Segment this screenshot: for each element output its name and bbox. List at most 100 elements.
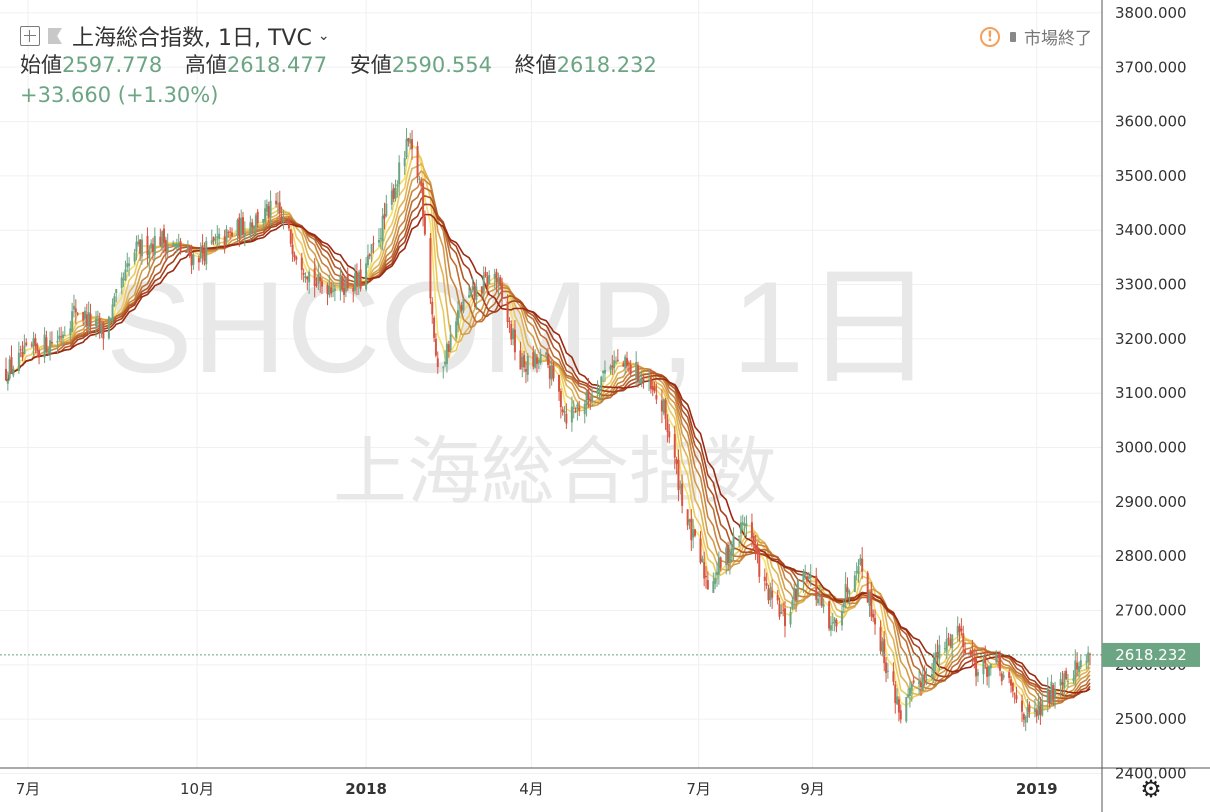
candle xyxy=(651,379,654,397)
candle xyxy=(754,534,757,560)
candle xyxy=(36,342,39,358)
candle xyxy=(693,529,696,538)
candle xyxy=(377,228,380,247)
candle xyxy=(379,228,382,250)
gear-icon[interactable]: ⚙ xyxy=(1140,775,1162,803)
candle xyxy=(552,361,555,382)
candle xyxy=(635,351,638,387)
candle xyxy=(912,676,915,685)
candle xyxy=(98,312,101,339)
candle xyxy=(627,360,630,373)
candle xyxy=(648,369,651,392)
candle xyxy=(846,577,849,600)
time-axis[interactable]: 7月 10月 2018 4月 7月 9月 2019 xyxy=(16,780,1058,798)
candle xyxy=(175,238,178,253)
candle xyxy=(521,352,524,378)
candle xyxy=(1024,715,1027,732)
candle xyxy=(25,338,28,347)
candle xyxy=(776,590,779,605)
candle xyxy=(23,334,26,355)
ma-line xyxy=(5,213,1091,694)
candle xyxy=(19,345,22,358)
ma-line xyxy=(5,203,1091,697)
candle xyxy=(1087,646,1090,670)
price-tick-label: 3800.000 xyxy=(1115,4,1187,22)
candle xyxy=(488,270,491,285)
high-label: 高値 xyxy=(184,53,227,77)
candle xyxy=(343,276,346,303)
candle xyxy=(72,294,75,318)
candle xyxy=(784,601,787,638)
candle xyxy=(1072,670,1075,684)
price-axis[interactable]: 2400.0002500.0002600.0002700.0002800.000… xyxy=(1115,4,1187,783)
candle xyxy=(124,260,127,281)
candle xyxy=(383,202,386,230)
candle xyxy=(300,252,303,280)
candle xyxy=(45,330,48,354)
candle xyxy=(8,355,11,381)
warning-circle-icon[interactable]: ! xyxy=(980,26,1000,47)
candle xyxy=(199,242,202,263)
candle xyxy=(673,425,676,470)
candle xyxy=(319,272,322,293)
candle xyxy=(201,234,204,265)
candle xyxy=(267,201,270,223)
candle xyxy=(501,277,504,306)
candle xyxy=(1063,670,1066,697)
candle xyxy=(828,600,831,632)
candle xyxy=(995,650,998,665)
candle xyxy=(763,568,766,592)
candle xyxy=(547,347,549,369)
candle xyxy=(510,320,513,346)
candle xyxy=(539,348,542,366)
candle xyxy=(508,317,511,333)
candle xyxy=(976,668,979,683)
candle xyxy=(589,395,592,410)
candle xyxy=(1041,693,1044,717)
candle xyxy=(47,347,50,356)
candle xyxy=(653,381,656,394)
candle xyxy=(475,279,478,311)
close-value: 2618.232 xyxy=(556,53,657,77)
candle xyxy=(870,582,873,622)
candle xyxy=(225,225,228,246)
candle xyxy=(524,361,527,384)
flag-icon[interactable] xyxy=(48,28,62,44)
candle xyxy=(12,365,15,378)
candle xyxy=(416,141,419,184)
chevron-down-icon[interactable]: ⌄ xyxy=(317,28,330,44)
candle xyxy=(166,233,169,259)
candle xyxy=(120,272,123,295)
candle xyxy=(609,364,612,375)
candle xyxy=(434,333,437,358)
candle xyxy=(947,632,950,646)
candle xyxy=(372,235,375,254)
plus-square-icon[interactable] xyxy=(20,26,40,46)
grid-lines xyxy=(0,0,1102,774)
candle xyxy=(471,278,474,293)
candle xyxy=(113,293,116,308)
candle xyxy=(857,559,860,583)
candle xyxy=(411,130,414,160)
candle xyxy=(844,572,847,609)
candle xyxy=(60,326,63,344)
candle xyxy=(662,398,665,416)
candle xyxy=(815,567,818,606)
candle xyxy=(344,277,347,298)
candle xyxy=(598,385,601,401)
candle xyxy=(238,213,241,247)
candle xyxy=(403,150,406,175)
candle xyxy=(925,667,928,686)
candle xyxy=(1022,712,1025,727)
candle xyxy=(262,218,265,230)
candle xyxy=(523,350,526,373)
candle xyxy=(433,315,436,343)
candle xyxy=(513,320,516,361)
candle xyxy=(370,244,373,263)
candles xyxy=(5,127,1091,732)
symbol-title[interactable]: 上海総合指数, 1日, TVC xyxy=(72,26,312,51)
candle xyxy=(958,623,961,642)
candle xyxy=(218,228,221,247)
candle xyxy=(256,208,259,228)
